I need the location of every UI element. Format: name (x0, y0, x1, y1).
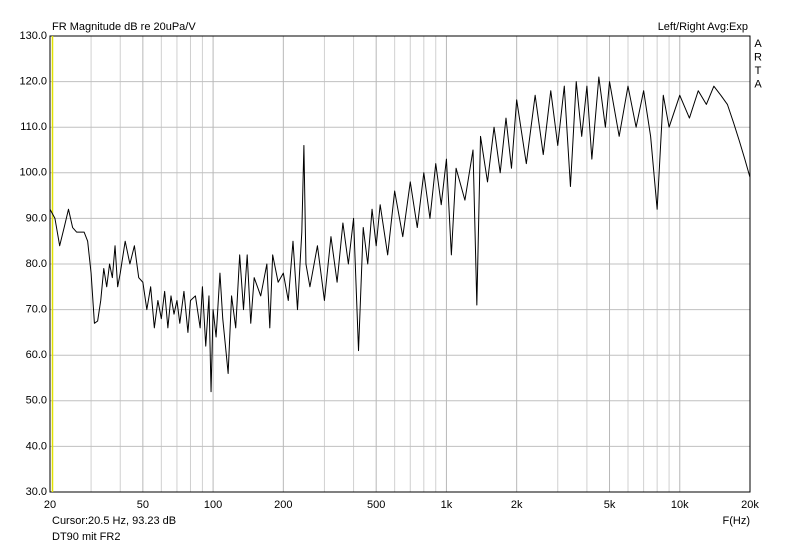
x-tick-label: 20k (741, 499, 759, 511)
plot-frame (49, 35, 751, 493)
y-tick-label: 110.0 (20, 121, 47, 133)
x-tick-label: 100 (204, 499, 222, 511)
mode-label: Left/Right Avg:Exp (658, 21, 748, 33)
caption: DT90 mit FR2 (52, 531, 120, 543)
x-tick-label: 2k (511, 499, 523, 511)
side-letter: R (754, 51, 762, 63)
y-tick-label: 130.0 (19, 30, 47, 42)
y-tick-label: 120.0 (19, 76, 47, 88)
y-tick-label: 50.0 (26, 395, 47, 407)
x-axis-label: F(Hz) (723, 515, 751, 527)
x-tick-label: 500 (367, 499, 385, 511)
cursor-text: Cursor:20.5 Hz, 93.23 dB (52, 515, 176, 527)
x-tick-label: 10k (671, 499, 689, 511)
x-tick-label: 200 (274, 499, 292, 511)
response-line (49, 76, 751, 393)
y-tick-label: 40.0 (26, 440, 47, 452)
x-tick-label: 20 (44, 499, 56, 511)
side-letter: T (755, 65, 762, 77)
y-tick-label: 70.0 (26, 304, 47, 316)
y-tick-label: 90.0 (26, 212, 47, 224)
x-tick-label: 1k (441, 499, 453, 511)
side-letter: A (754, 78, 762, 90)
x-tick-label: 5k (604, 499, 616, 511)
y-tick-label: 60.0 (26, 349, 47, 361)
x-tick-label: 50 (137, 499, 149, 511)
y-tick-label: 100.0 (19, 167, 47, 179)
y-tick-label: 30.0 (26, 486, 47, 498)
y-tick-label: 80.0 (26, 258, 47, 270)
chart-title: FR Magnitude dB re 20uPa/V (52, 21, 196, 33)
side-letter: A (754, 38, 762, 50)
